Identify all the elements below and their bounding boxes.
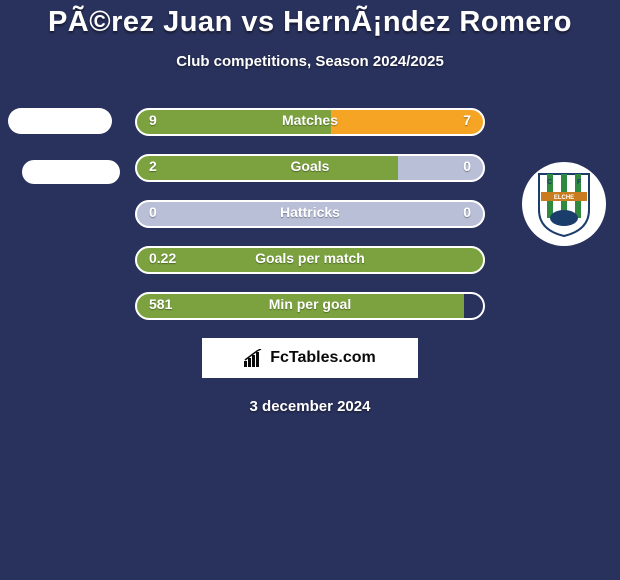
bar-chart-icon	[244, 349, 266, 367]
stat-row: 581Min per goal	[135, 292, 485, 320]
svg-text:ELCHE: ELCHE	[554, 195, 574, 201]
stat-value-right: 7	[463, 112, 471, 128]
stat-label: Matches	[135, 112, 485, 128]
season-subtitle: Club competitions, Season 2024/2025	[0, 53, 620, 70]
snapshot-date: 3 december 2024	[0, 398, 620, 415]
stat-value-right: 0	[463, 158, 471, 174]
player-left-avatar-bottom	[22, 160, 120, 184]
stat-row: 0.22Goals per match	[135, 246, 485, 274]
player-left-avatar-top	[8, 108, 112, 134]
stat-label: Min per goal	[135, 296, 485, 312]
comparison-chart: ELCHE C F 9Matches72Goals00Hattricks00.2…	[0, 108, 620, 320]
page-title: PÃ©rez Juan vs HernÃ¡ndez Romero	[0, 6, 620, 39]
stat-row: 0Hattricks0	[135, 200, 485, 228]
stat-label: Hattricks	[135, 204, 485, 220]
stat-label: Goals per match	[135, 250, 485, 266]
svg-text:C: C	[547, 179, 552, 186]
infographic-root: PÃ©rez Juan vs HernÃ¡ndez Romero Club co…	[0, 0, 620, 580]
source-logo-text: FcTables.com	[270, 349, 376, 367]
stat-label: Goals	[135, 158, 485, 174]
club-badge-icon: ELCHE C F	[535, 170, 593, 238]
stat-row: 9Matches7	[135, 108, 485, 136]
svg-text:F: F	[577, 179, 582, 186]
stat-row: 2Goals0	[135, 154, 485, 182]
source-logo: FcTables.com	[202, 338, 418, 378]
stat-value-right: 0	[463, 204, 471, 220]
